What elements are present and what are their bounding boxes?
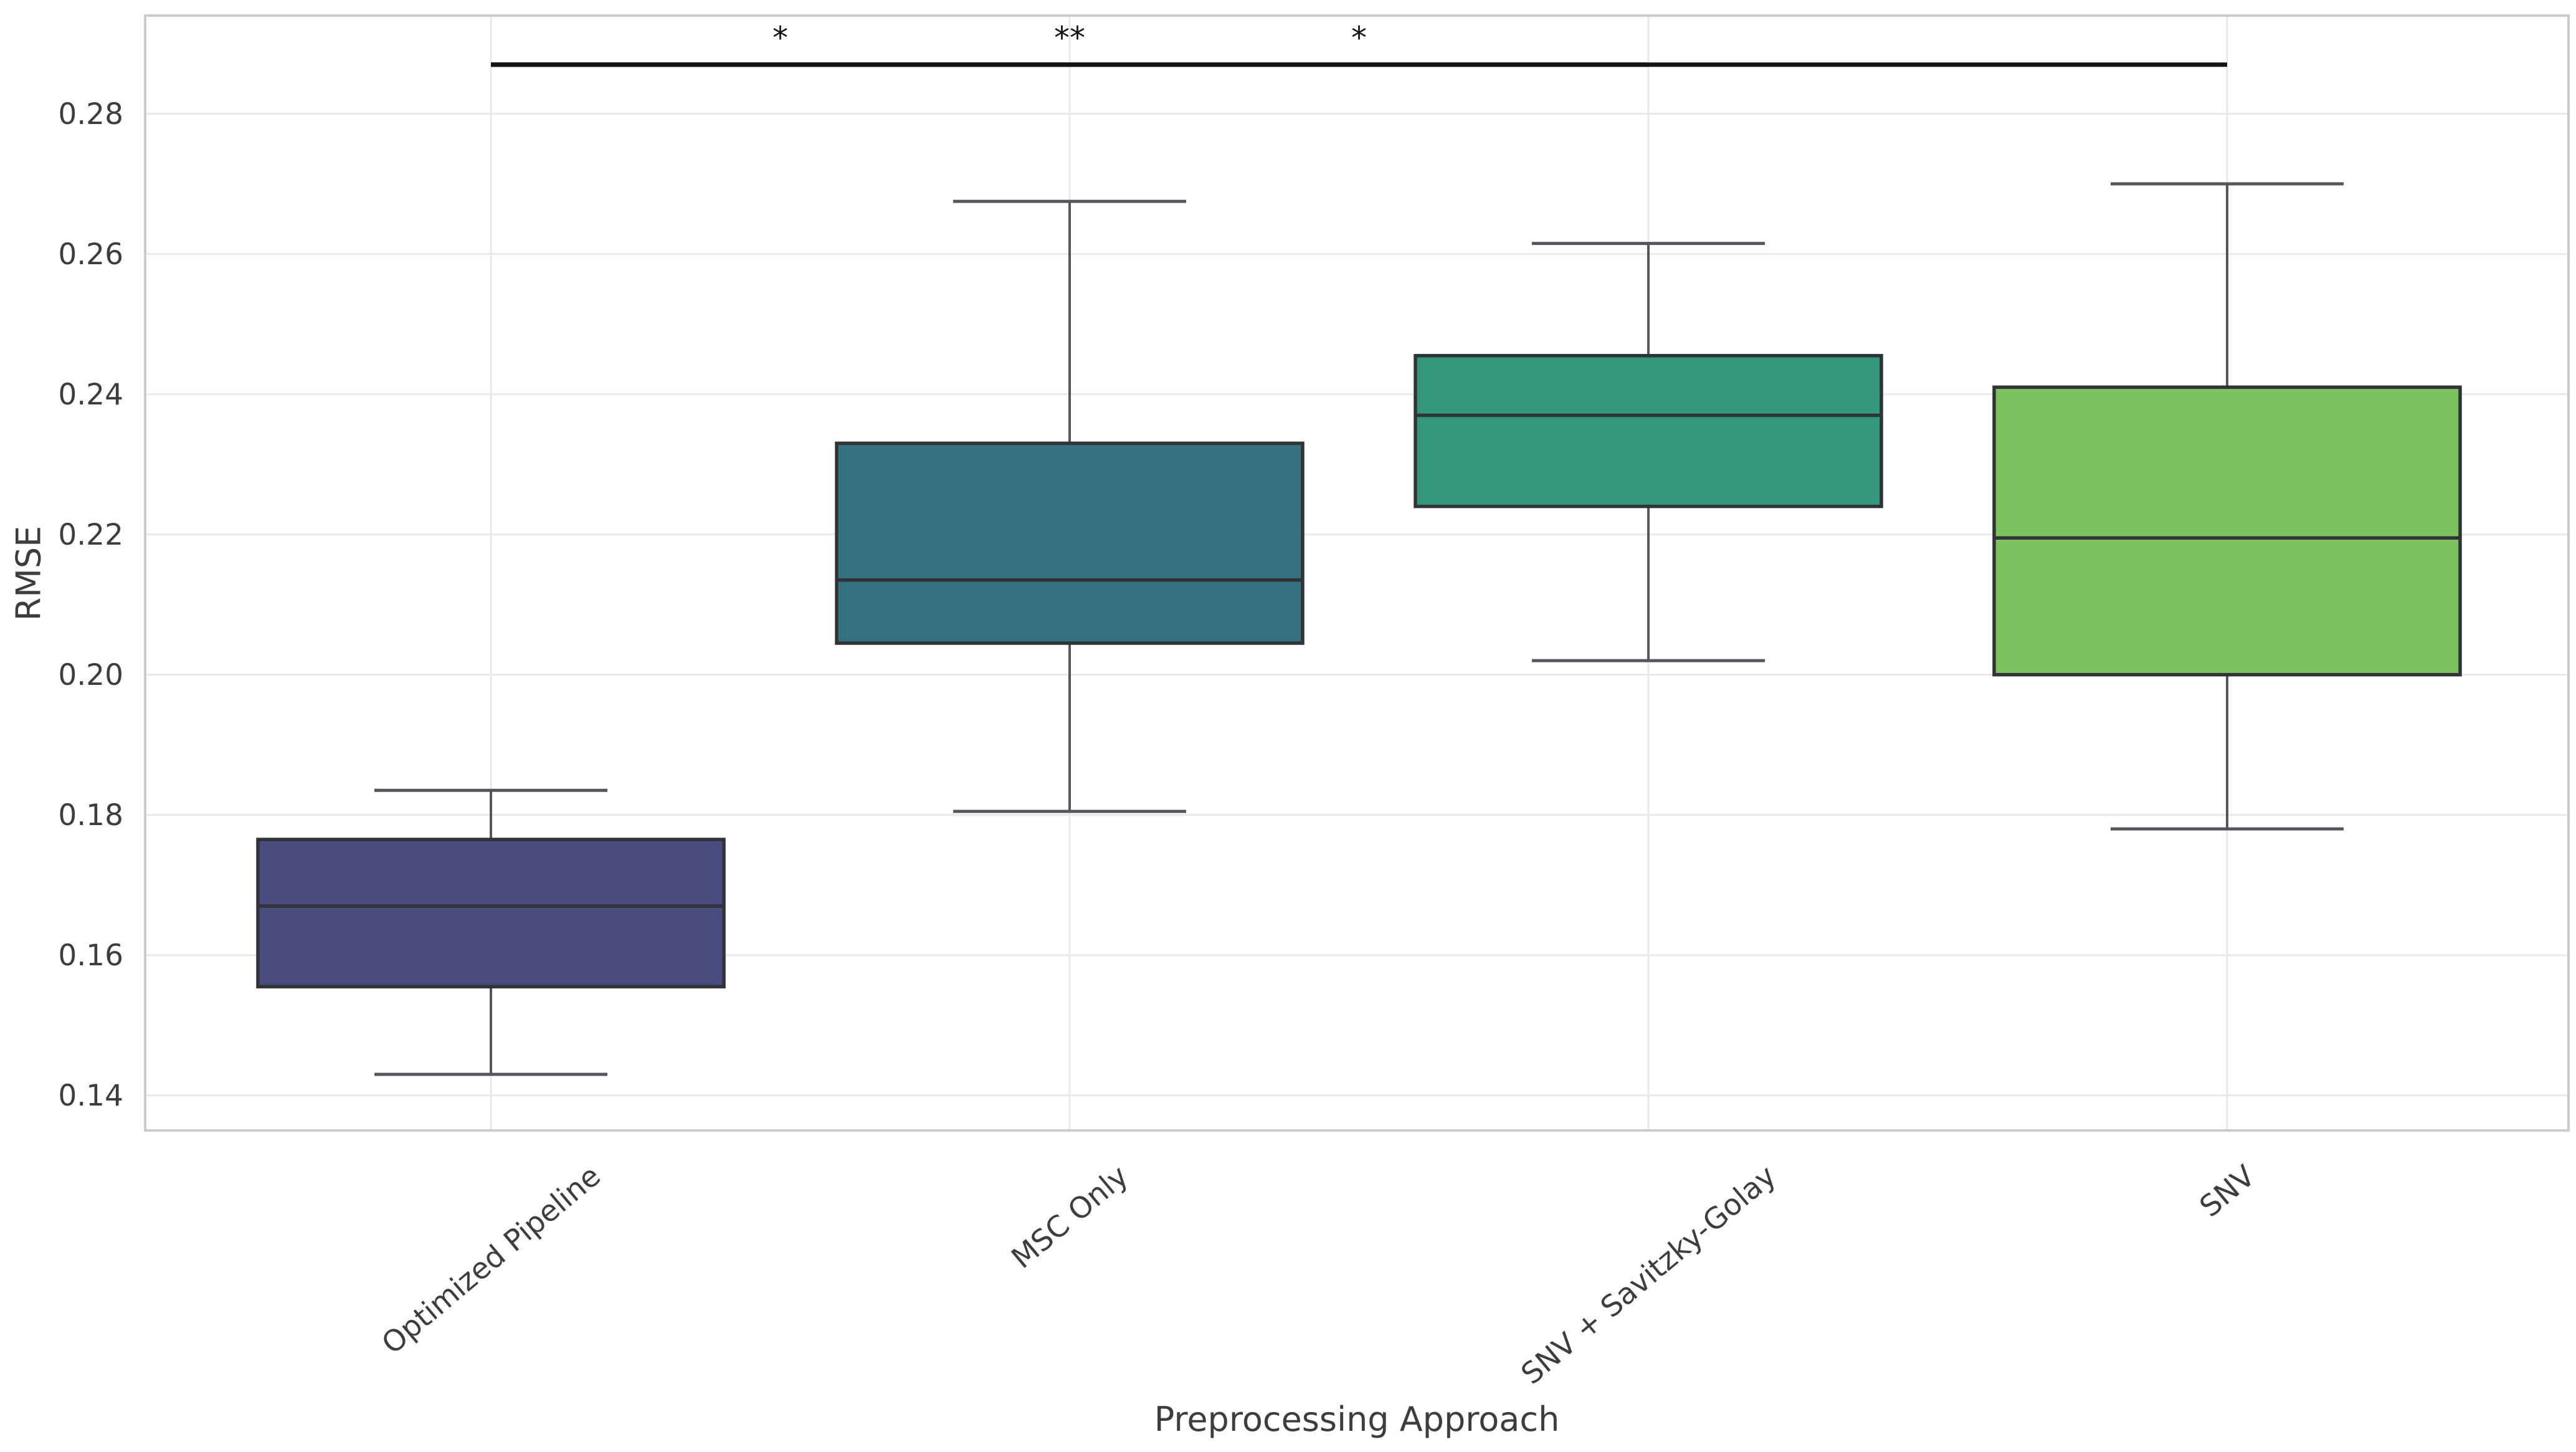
box xyxy=(1992,385,2462,677)
x-tick-label: SNV + Savitzky-Golay xyxy=(1515,1158,1783,1391)
y-tick-label: 0.24 xyxy=(58,378,123,412)
box xyxy=(835,441,1305,645)
box xyxy=(1414,353,1883,509)
y-tick-label: 0.14 xyxy=(58,1079,123,1113)
plot-border xyxy=(144,14,2570,1132)
y-axis-title: RMSE xyxy=(9,525,49,621)
x-tick-label: Optimized Pipeline xyxy=(376,1158,607,1361)
significance-label: * xyxy=(772,20,788,56)
x-tick-label: SNV xyxy=(2193,1159,2262,1225)
y-tick-label: 0.22 xyxy=(58,518,123,552)
y-tick-label: 0.26 xyxy=(58,237,123,272)
box xyxy=(256,838,726,989)
significance-label: ** xyxy=(1054,20,1085,56)
x-tick-label: MSC Only xyxy=(1005,1159,1134,1276)
significance-label: * xyxy=(1351,20,1367,56)
y-tick-label: 0.18 xyxy=(58,798,123,833)
y-tick-label: 0.16 xyxy=(58,939,123,973)
x-axis-title: Preprocessing Approach xyxy=(1154,1400,1560,1439)
y-tick-label: 0.28 xyxy=(58,97,123,131)
y-tick-label: 0.20 xyxy=(58,658,123,692)
